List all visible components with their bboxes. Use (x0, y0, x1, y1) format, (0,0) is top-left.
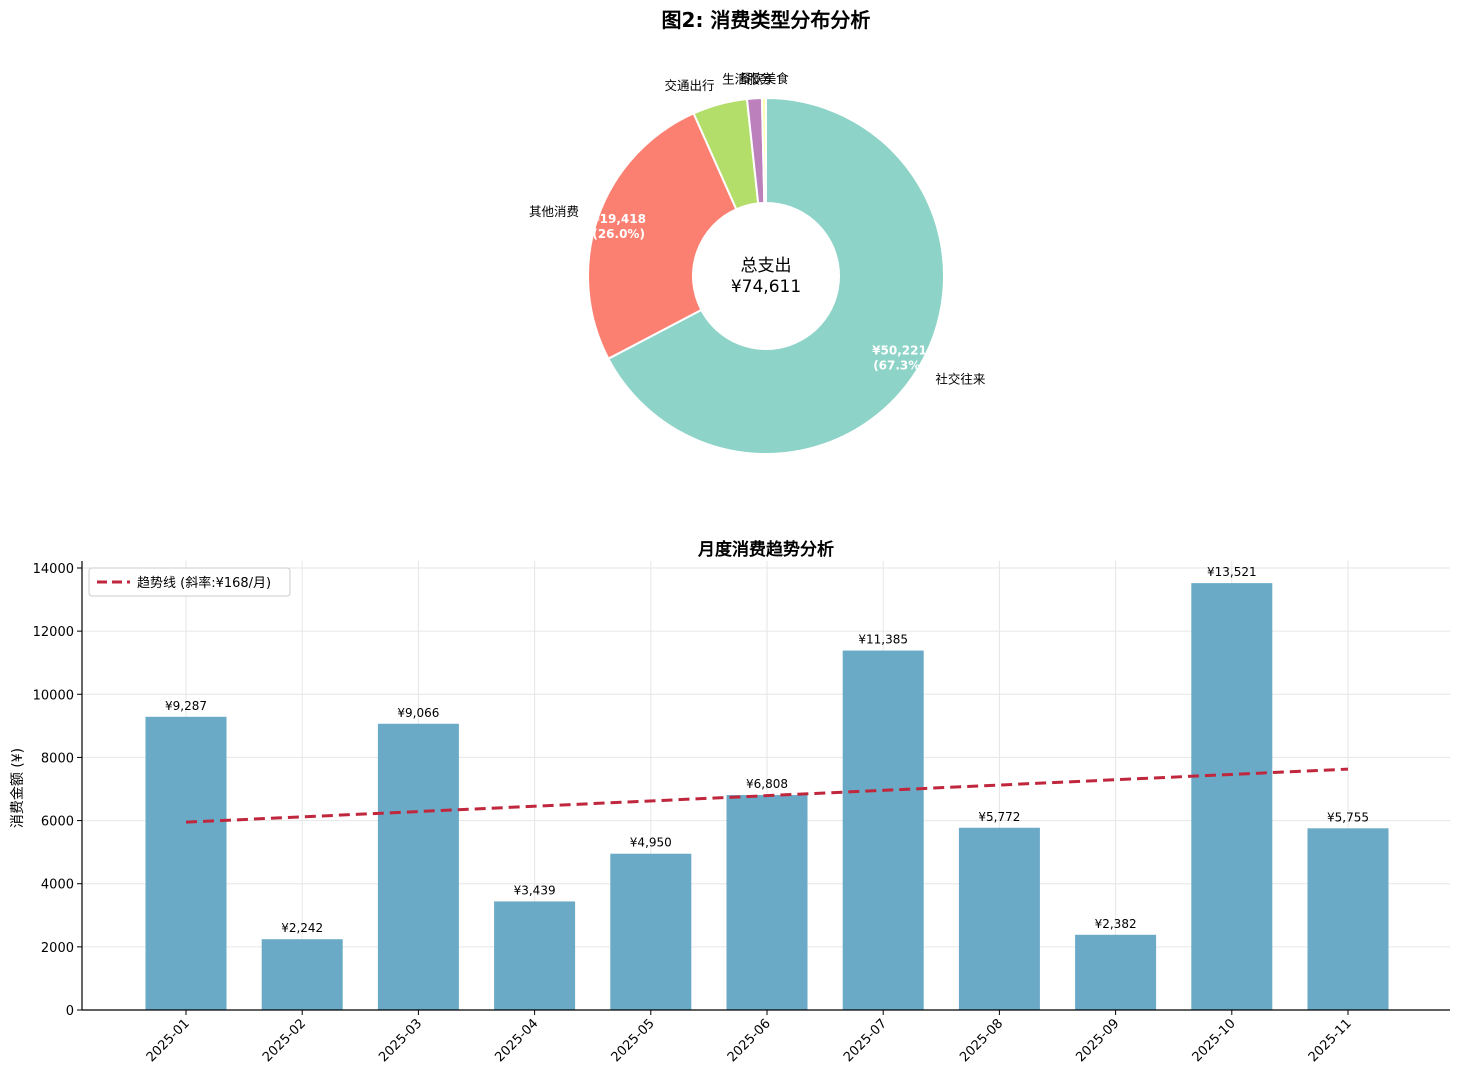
bar-2025-06 (726, 795, 808, 1010)
donut-slice-label: 交通出行 (665, 78, 715, 93)
trend-line (185, 767, 1349, 824)
bar-value-label: ¥2,382 (1095, 917, 1137, 931)
y-tick-label: 10000 (33, 688, 74, 703)
y-tick-label: 12000 (33, 625, 74, 640)
bar-value-label: ¥5,755 (1327, 810, 1369, 824)
x-tick-label: 2025-08 (957, 1016, 1006, 1065)
bar-2025-05 (610, 853, 692, 1010)
bar-value-label: ¥5,772 (978, 810, 1020, 824)
bar-2025-02 (261, 939, 343, 1010)
legend: 趋势线 (斜率:¥168/月) (88, 567, 291, 597)
donut-slice-percent: (26.0%) (592, 227, 645, 241)
y-tick-label: 4000 (41, 878, 74, 893)
x-tick-label: 2025-06 (725, 1016, 774, 1065)
bar-value-labels: ¥9,287 ¥2,242 ¥9,066 ¥3,439 ¥4,950 ¥6,808 ¥11,… (165, 565, 1369, 935)
bar-series (145, 583, 1389, 1010)
donut-slice-5 (760, 96, 767, 205)
x-tick-label: 2025-04 (492, 1016, 541, 1065)
donut-slice-value: ¥19,418 (591, 212, 646, 226)
donut-slice-2 (587, 112, 738, 361)
donut-slice-percent: (67.3%) (873, 359, 926, 373)
donut-labels: 社交往来 ¥50,221(67.3%) 其他消费 ¥19,418(26.0%) 交通出行… (529, 71, 986, 386)
y-tick-label: 8000 (41, 751, 74, 766)
bar-2025-08 (958, 827, 1040, 1010)
bar-2025-04 (494, 901, 576, 1010)
bar-value-label: ¥11,385 (858, 633, 908, 647)
bar-value-label: ¥9,287 (165, 699, 207, 713)
bar-value-label: ¥6,808 (746, 777, 788, 791)
bar-2025-01 (145, 716, 227, 1010)
bar-value-label: ¥13,521 (1207, 565, 1257, 579)
donut-slice-label: 生活服务 (722, 71, 772, 86)
donut-slice-value: ¥50,221 (872, 344, 927, 358)
x-tick-label: 2025-05 (609, 1016, 658, 1065)
bar-value-label: ¥4,950 (630, 836, 672, 850)
bar-chart: 月度消费趋势分析 0 2000 4000 6000 8000 10000 12000 1400… (10, 539, 1450, 1065)
bar-value-label: ¥3,439 (514, 883, 556, 897)
y-tick-label: 14000 (33, 562, 74, 577)
x-tick-label: 2025-03 (376, 1016, 425, 1065)
trend-layer (185, 767, 1349, 824)
figure-title: 图2: 消费类型分布分析 (662, 8, 871, 32)
x-tick-label: 2025-07 (841, 1016, 890, 1065)
donut-center-title: 总支出 (741, 256, 792, 276)
x-tick-label: 2025-09 (1073, 1016, 1122, 1065)
x-tick-label: 2025-02 (260, 1016, 309, 1065)
bar-value-label: ¥2,242 (281, 921, 323, 935)
bar-2025-10 (1191, 583, 1273, 1010)
bar-2025-07 (842, 650, 924, 1010)
donut-slice-label: 社交往来 (935, 371, 986, 386)
y-axis-label: 消费金额 (¥) (10, 748, 26, 828)
donut-slice-1 (607, 96, 945, 455)
legend-box (88, 567, 291, 597)
x-tick-label: 2025-01 (144, 1016, 193, 1065)
bar-2025-09 (1075, 934, 1157, 1010)
donut-center-value: ¥74,611 (731, 277, 801, 297)
bar-2025-03 (377, 723, 459, 1010)
donut-slice-label: 餐饮美食 (739, 71, 790, 86)
bar-chart-title: 月度消费趋势分析 (697, 539, 834, 560)
y-tick-label: 2000 (41, 941, 74, 956)
y-tick-label: 0 (66, 1004, 74, 1019)
donut-slice-label: 其他消费 (529, 204, 579, 219)
bar-value-label: ¥9,066 (397, 706, 439, 720)
y-tick-label: 6000 (41, 815, 74, 830)
donut-slices (587, 96, 945, 455)
bar-2025-11 (1307, 828, 1389, 1010)
x-tick-label: 2025-10 (1190, 1016, 1239, 1065)
x-tick-label: 2025-11 (1306, 1016, 1355, 1065)
donut-chart: 社交往来 ¥50,221(67.3%) 其他消费 ¥19,418(26.0%) 交通出行… (529, 71, 986, 455)
legend-trend-label: 趋势线 (斜率:¥168/月) (137, 575, 271, 591)
